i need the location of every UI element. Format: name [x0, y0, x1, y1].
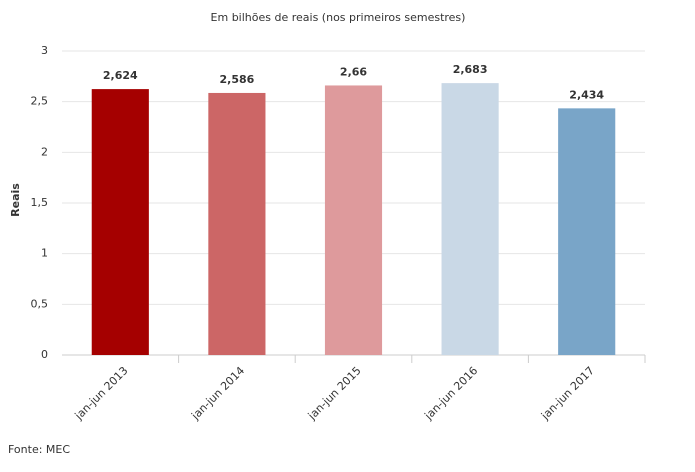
y-tick-label: 1,5	[31, 196, 49, 209]
data-label: 2,586	[220, 73, 255, 86]
data-label: 2,683	[453, 63, 488, 76]
x-tick-label: jan-jun 2015	[305, 364, 364, 423]
source: Fonte: MEC	[8, 443, 70, 456]
chart-title: Em bilhões de reais (nos primeiros semes…	[211, 11, 466, 24]
data-label: 2,434	[569, 88, 604, 101]
y-tick-label: 0	[41, 348, 48, 361]
bar	[208, 92, 266, 356]
x-tick-label: jan-jun 2014	[188, 364, 247, 423]
x-tick-label: jan-jun 2017	[538, 364, 597, 423]
x-tick-label: jan-jun 2016	[421, 364, 480, 423]
y-tick-label: 2,5	[31, 95, 49, 108]
data-label: 2,624	[103, 69, 138, 82]
y-tick-label: 1	[41, 247, 48, 260]
y-tick-label: 3	[41, 44, 48, 57]
bar	[558, 108, 616, 355]
y-tick-label: 0,5	[31, 297, 49, 310]
bar	[91, 89, 149, 356]
y-axis-label: Reais	[9, 183, 22, 217]
x-tick-label: jan-jun 2013	[72, 364, 131, 423]
bar	[324, 85, 383, 355]
y-tick-label: 2	[41, 145, 48, 158]
bar	[441, 83, 499, 355]
data-label: 2,66	[340, 65, 367, 78]
